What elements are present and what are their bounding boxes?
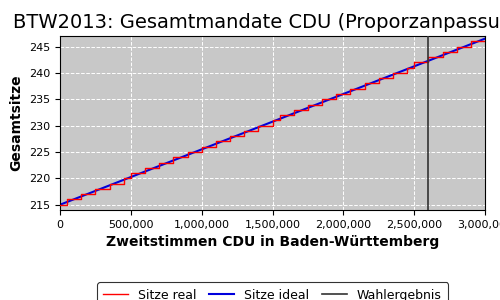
Sitze ideal [396,70,402,74]
Sitze real [482,40,488,43]
Sitze ideal [229,136,235,140]
Sitze real [170,155,176,159]
Sitze real [468,40,474,43]
Sitze real [468,45,474,48]
Sitze real [149,166,155,169]
Sitze ideal [349,89,355,92]
Sitze real [57,203,63,206]
Sitze ideal [57,203,63,206]
Sitze real [390,71,396,75]
Sitze ideal [388,74,394,77]
Sitze ideal [100,186,106,190]
Sitze real [291,108,297,112]
Line: Sitze real: Sitze real [60,41,485,205]
Title: BTW2013: Gesamtmandate CDU (Proporzanpassung): BTW2013: Gesamtmandate CDU (Proporzanpas… [13,13,500,32]
X-axis label: Zweitstimmen CDU in Baden-Württemberg: Zweitstimmen CDU in Baden-Württemberg [106,235,439,249]
Legend: Sitze real, Sitze ideal, Wahlergebnis: Sitze real, Sitze ideal, Wahlergebnis [97,282,448,300]
Sitze ideal [482,37,488,40]
Sitze real [348,87,354,91]
Line: Sitze ideal: Sitze ideal [60,39,485,205]
Sitze ideal [244,130,250,134]
Y-axis label: Gesamtsitze: Gesamtsitze [10,75,24,171]
